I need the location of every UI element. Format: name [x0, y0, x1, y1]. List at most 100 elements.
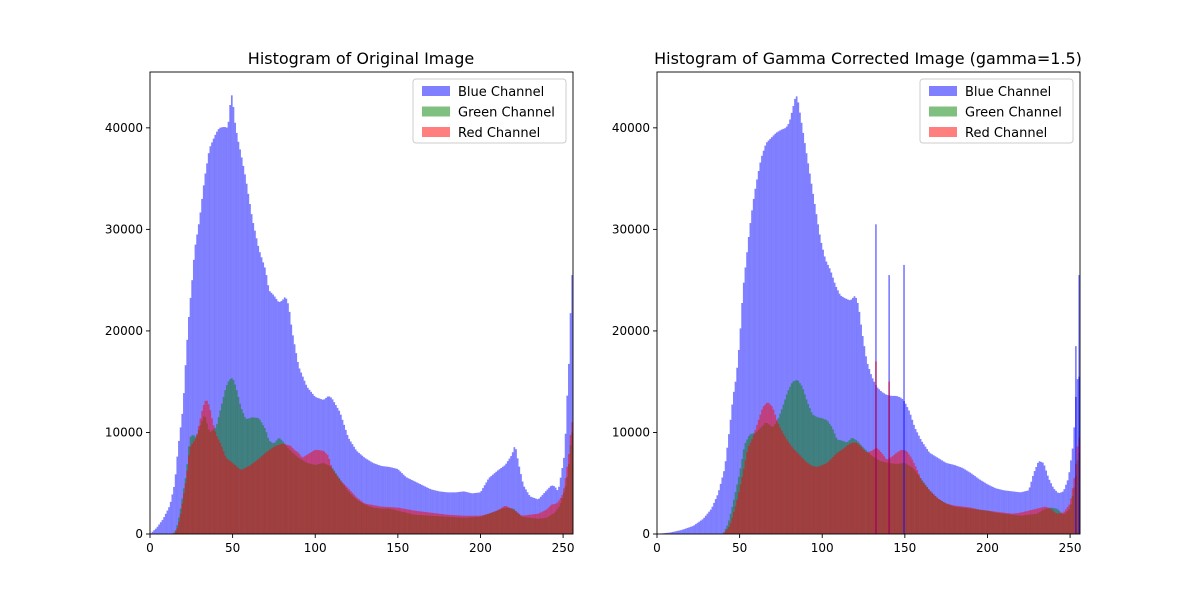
histogram-bar [302, 457, 304, 534]
histogram-bar [738, 492, 740, 534]
histogram-bar [327, 455, 329, 534]
histogram-bar [783, 434, 785, 534]
histogram-bar [1057, 514, 1059, 534]
histogram-bar [781, 431, 783, 534]
histogram-bar [1063, 512, 1065, 534]
histogram-bar [797, 454, 799, 534]
histogram-bar [540, 512, 542, 534]
histogram-bar [186, 471, 188, 534]
histogram-bar [464, 516, 466, 534]
histogram-bar [974, 509, 976, 534]
histogram-bar [262, 455, 264, 534]
histogram-bar [759, 415, 761, 534]
histogram-bar [954, 506, 956, 534]
histogram-bar [343, 484, 345, 534]
histogram-bar [814, 466, 816, 534]
histogram-bar [456, 515, 458, 534]
histogram-bar [703, 518, 705, 534]
histogram-bar [477, 516, 479, 534]
histogram-bar [444, 514, 446, 534]
histogram-bar [476, 516, 478, 534]
histogram-bar [978, 509, 980, 534]
histogram-bar [997, 512, 999, 534]
histogram-bar [819, 466, 821, 534]
histogram-bar [758, 420, 760, 534]
histogram-bar [517, 513, 519, 534]
histogram-bar [264, 453, 266, 534]
histogram-bar [680, 530, 682, 534]
histogram-bar [442, 514, 444, 534]
histogram-bar [723, 471, 725, 534]
histogram-bar [895, 453, 897, 534]
histogram-bar [844, 448, 846, 534]
histogram-bar [224, 456, 226, 534]
histogram-bar [802, 459, 804, 534]
histogram-bar [1022, 512, 1024, 534]
histogram-bar [333, 472, 335, 534]
histogram-bar [890, 457, 892, 534]
histogram-bar [959, 506, 961, 534]
histogram-bar [688, 527, 690, 534]
y-tick-label: 0 [642, 527, 650, 541]
histogram-bar [941, 501, 943, 534]
histogram-bar [383, 507, 385, 534]
histogram-bar [548, 507, 550, 534]
histogram-bar [963, 507, 965, 534]
histogram-bar [284, 444, 286, 534]
histogram-bar [309, 453, 311, 534]
histogram-bar [1077, 446, 1079, 534]
histogram-bar [1032, 510, 1034, 534]
histogram-bar [214, 431, 216, 534]
histogram-bar [494, 512, 496, 534]
histogram-bar [925, 485, 927, 534]
histogram-bar [216, 436, 218, 534]
histogram-bar [745, 460, 747, 534]
histogram-bar [733, 512, 735, 534]
histogram-bar [229, 461, 231, 534]
histogram-bar [826, 463, 828, 534]
histogram-bar [266, 452, 268, 534]
histogram-bar [923, 483, 925, 534]
histogram-bar [373, 505, 375, 534]
histogram-bar [1068, 505, 1070, 534]
histogram-bar [388, 507, 390, 534]
histogram-bar [931, 493, 933, 534]
histogram-bar [431, 513, 433, 534]
histogram-bar [973, 508, 975, 534]
legend-swatch [422, 86, 450, 96]
histogram-bar [753, 435, 755, 534]
histogram-bar [538, 513, 540, 534]
histogram-bar [999, 512, 1001, 534]
histogram-bar [835, 454, 837, 534]
histogram-bar [282, 444, 284, 534]
histogram-bar [512, 509, 514, 534]
histogram-bar [943, 502, 945, 534]
histogram-bar [556, 503, 558, 534]
histogram-bar [801, 457, 803, 534]
histogram-bar [409, 510, 411, 534]
histogram-bar [766, 403, 768, 534]
histogram-bar [395, 507, 397, 534]
histogram-bar [707, 514, 709, 534]
histogram-bar [550, 505, 552, 534]
histogram-bar [428, 512, 430, 534]
histogram-bar [434, 513, 436, 534]
histogram-bar [726, 529, 728, 534]
histogram-bar [840, 450, 842, 534]
histogram-bar [741, 477, 743, 534]
histogram-bar [685, 528, 687, 534]
histogram-bar [462, 516, 464, 534]
legend-swatch [422, 127, 450, 137]
histogram-bar [981, 510, 983, 534]
histogram-bar [872, 450, 874, 534]
histogram-bar [560, 498, 562, 534]
histogram-bar [1060, 513, 1062, 534]
histogram-bar [162, 520, 164, 534]
histogram-bar [505, 506, 507, 534]
histogram-bar [272, 447, 274, 534]
histogram-bar [234, 465, 236, 534]
histogram-bar [877, 449, 879, 534]
histogram-bar [910, 457, 912, 534]
histogram-bar [218, 440, 220, 534]
